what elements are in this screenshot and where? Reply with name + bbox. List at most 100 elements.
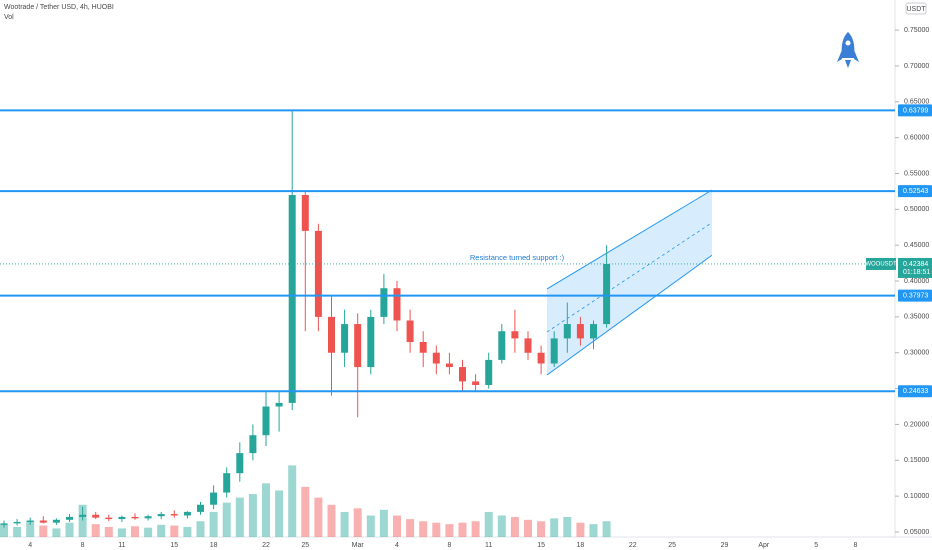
volume-bar <box>524 519 532 537</box>
candle-body <box>105 517 113 520</box>
volume-bar <box>379 509 388 537</box>
annotation: Resistance turned support :) <box>470 253 565 262</box>
x-tick-label: 5 <box>814 542 818 549</box>
y-tick-label: 0.55000 <box>904 170 929 177</box>
volume-bar <box>301 486 310 537</box>
volume-bar <box>484 511 493 537</box>
candle-body <box>26 520 34 522</box>
volume-bar <box>248 494 257 537</box>
symbol-box <box>866 257 896 270</box>
volume-bar <box>406 519 415 537</box>
volume-bar <box>91 524 100 537</box>
volume-bar <box>393 515 401 537</box>
candle-body <box>485 359 493 386</box>
candle-body <box>223 473 231 493</box>
level-label-box <box>898 104 932 117</box>
volume-bar <box>432 522 441 537</box>
x-tick-label: 18 <box>577 542 585 549</box>
volume-bar <box>222 502 231 537</box>
candle-body <box>249 435 257 454</box>
level-label: 0.63799 <box>903 107 928 114</box>
level-label-box <box>898 185 932 198</box>
volume-bar <box>131 526 139 537</box>
candle-body <box>131 516 139 519</box>
channel-upper <box>546 189 713 290</box>
y-tick-label: 0.60000 <box>904 134 929 141</box>
volume-bar <box>327 504 336 537</box>
x-tick-label: 11 <box>118 542 125 549</box>
volume-bar <box>52 528 61 537</box>
volume-bar <box>314 497 323 537</box>
volume-bar <box>340 511 349 537</box>
x-tick-label: 29 <box>721 542 729 549</box>
candle-body <box>537 352 545 364</box>
candle-body <box>524 338 532 353</box>
candle-body <box>170 514 178 516</box>
y-tick-label: 0.15000 <box>904 457 929 464</box>
volume-bar <box>510 516 519 537</box>
candle-body <box>380 288 388 317</box>
x-tick-label: 4 <box>395 542 399 549</box>
level-label-box <box>898 385 932 398</box>
candle-body <box>511 331 519 339</box>
rocket-icon <box>837 32 859 68</box>
currency-box[interactable] <box>905 2 927 15</box>
level-label: 0.52543 <box>903 188 928 195</box>
volume-bar <box>353 508 362 537</box>
channel-mid <box>546 222 713 333</box>
volume-bar <box>196 521 205 537</box>
candle-body <box>367 316 375 368</box>
candle-body <box>210 492 218 505</box>
volume-bar <box>366 515 375 537</box>
candle-body <box>576 324 584 339</box>
volume-bar <box>13 526 22 537</box>
volume-bar <box>576 522 585 537</box>
volume-bar <box>183 526 192 537</box>
volume-bar <box>537 521 546 537</box>
y-tick-label: 0.75000 <box>904 27 929 34</box>
level-label: 0.37973 <box>903 292 928 299</box>
candle-body <box>406 320 414 342</box>
candle-body <box>328 316 335 353</box>
candle-body <box>144 516 152 519</box>
candle-body <box>445 363 453 368</box>
candle-body <box>590 324 597 339</box>
x-tick-label: 22 <box>629 542 637 549</box>
x-tick-label: 4 <box>28 542 32 549</box>
candle-body <box>314 230 322 317</box>
x-tick-label: 25 <box>668 542 676 549</box>
candle-body <box>52 519 60 523</box>
symbol-label: WOOUSDT <box>865 262 897 268</box>
x-tick-label: 8 <box>854 542 858 549</box>
volume-bar <box>550 518 559 537</box>
x-tick-label: 15 <box>170 542 178 549</box>
x-tick-label: 15 <box>537 542 545 549</box>
x-tick-label: 22 <box>262 542 270 549</box>
volume-bar <box>26 521 35 537</box>
volume-bar <box>78 504 87 537</box>
volume-bar <box>65 522 74 537</box>
x-tick-label: 25 <box>301 542 309 549</box>
candle-body <box>66 516 73 520</box>
y-tick-label: 0.05000 <box>904 529 929 536</box>
candle-body <box>92 514 100 518</box>
currency-label: USDT <box>906 6 926 13</box>
volume-bar <box>589 524 598 537</box>
y-tick-label: 0.20000 <box>904 421 929 428</box>
candle-body <box>419 341 427 353</box>
level-label-box <box>898 289 932 302</box>
volume-bar <box>262 483 270 537</box>
x-tick-label: 18 <box>210 542 218 549</box>
x-tick-label: 8 <box>81 542 85 549</box>
volume-bar <box>170 525 179 537</box>
volume-bar <box>288 465 297 537</box>
candle-body <box>550 338 558 364</box>
volume-bar <box>602 521 611 537</box>
volume-bar <box>471 521 480 537</box>
x-tick-label: Apr <box>758 542 770 549</box>
volume-bar <box>419 521 428 537</box>
x-tick-label: Mar <box>352 542 365 549</box>
candle-body <box>0 523 8 525</box>
candle-body <box>118 516 126 520</box>
